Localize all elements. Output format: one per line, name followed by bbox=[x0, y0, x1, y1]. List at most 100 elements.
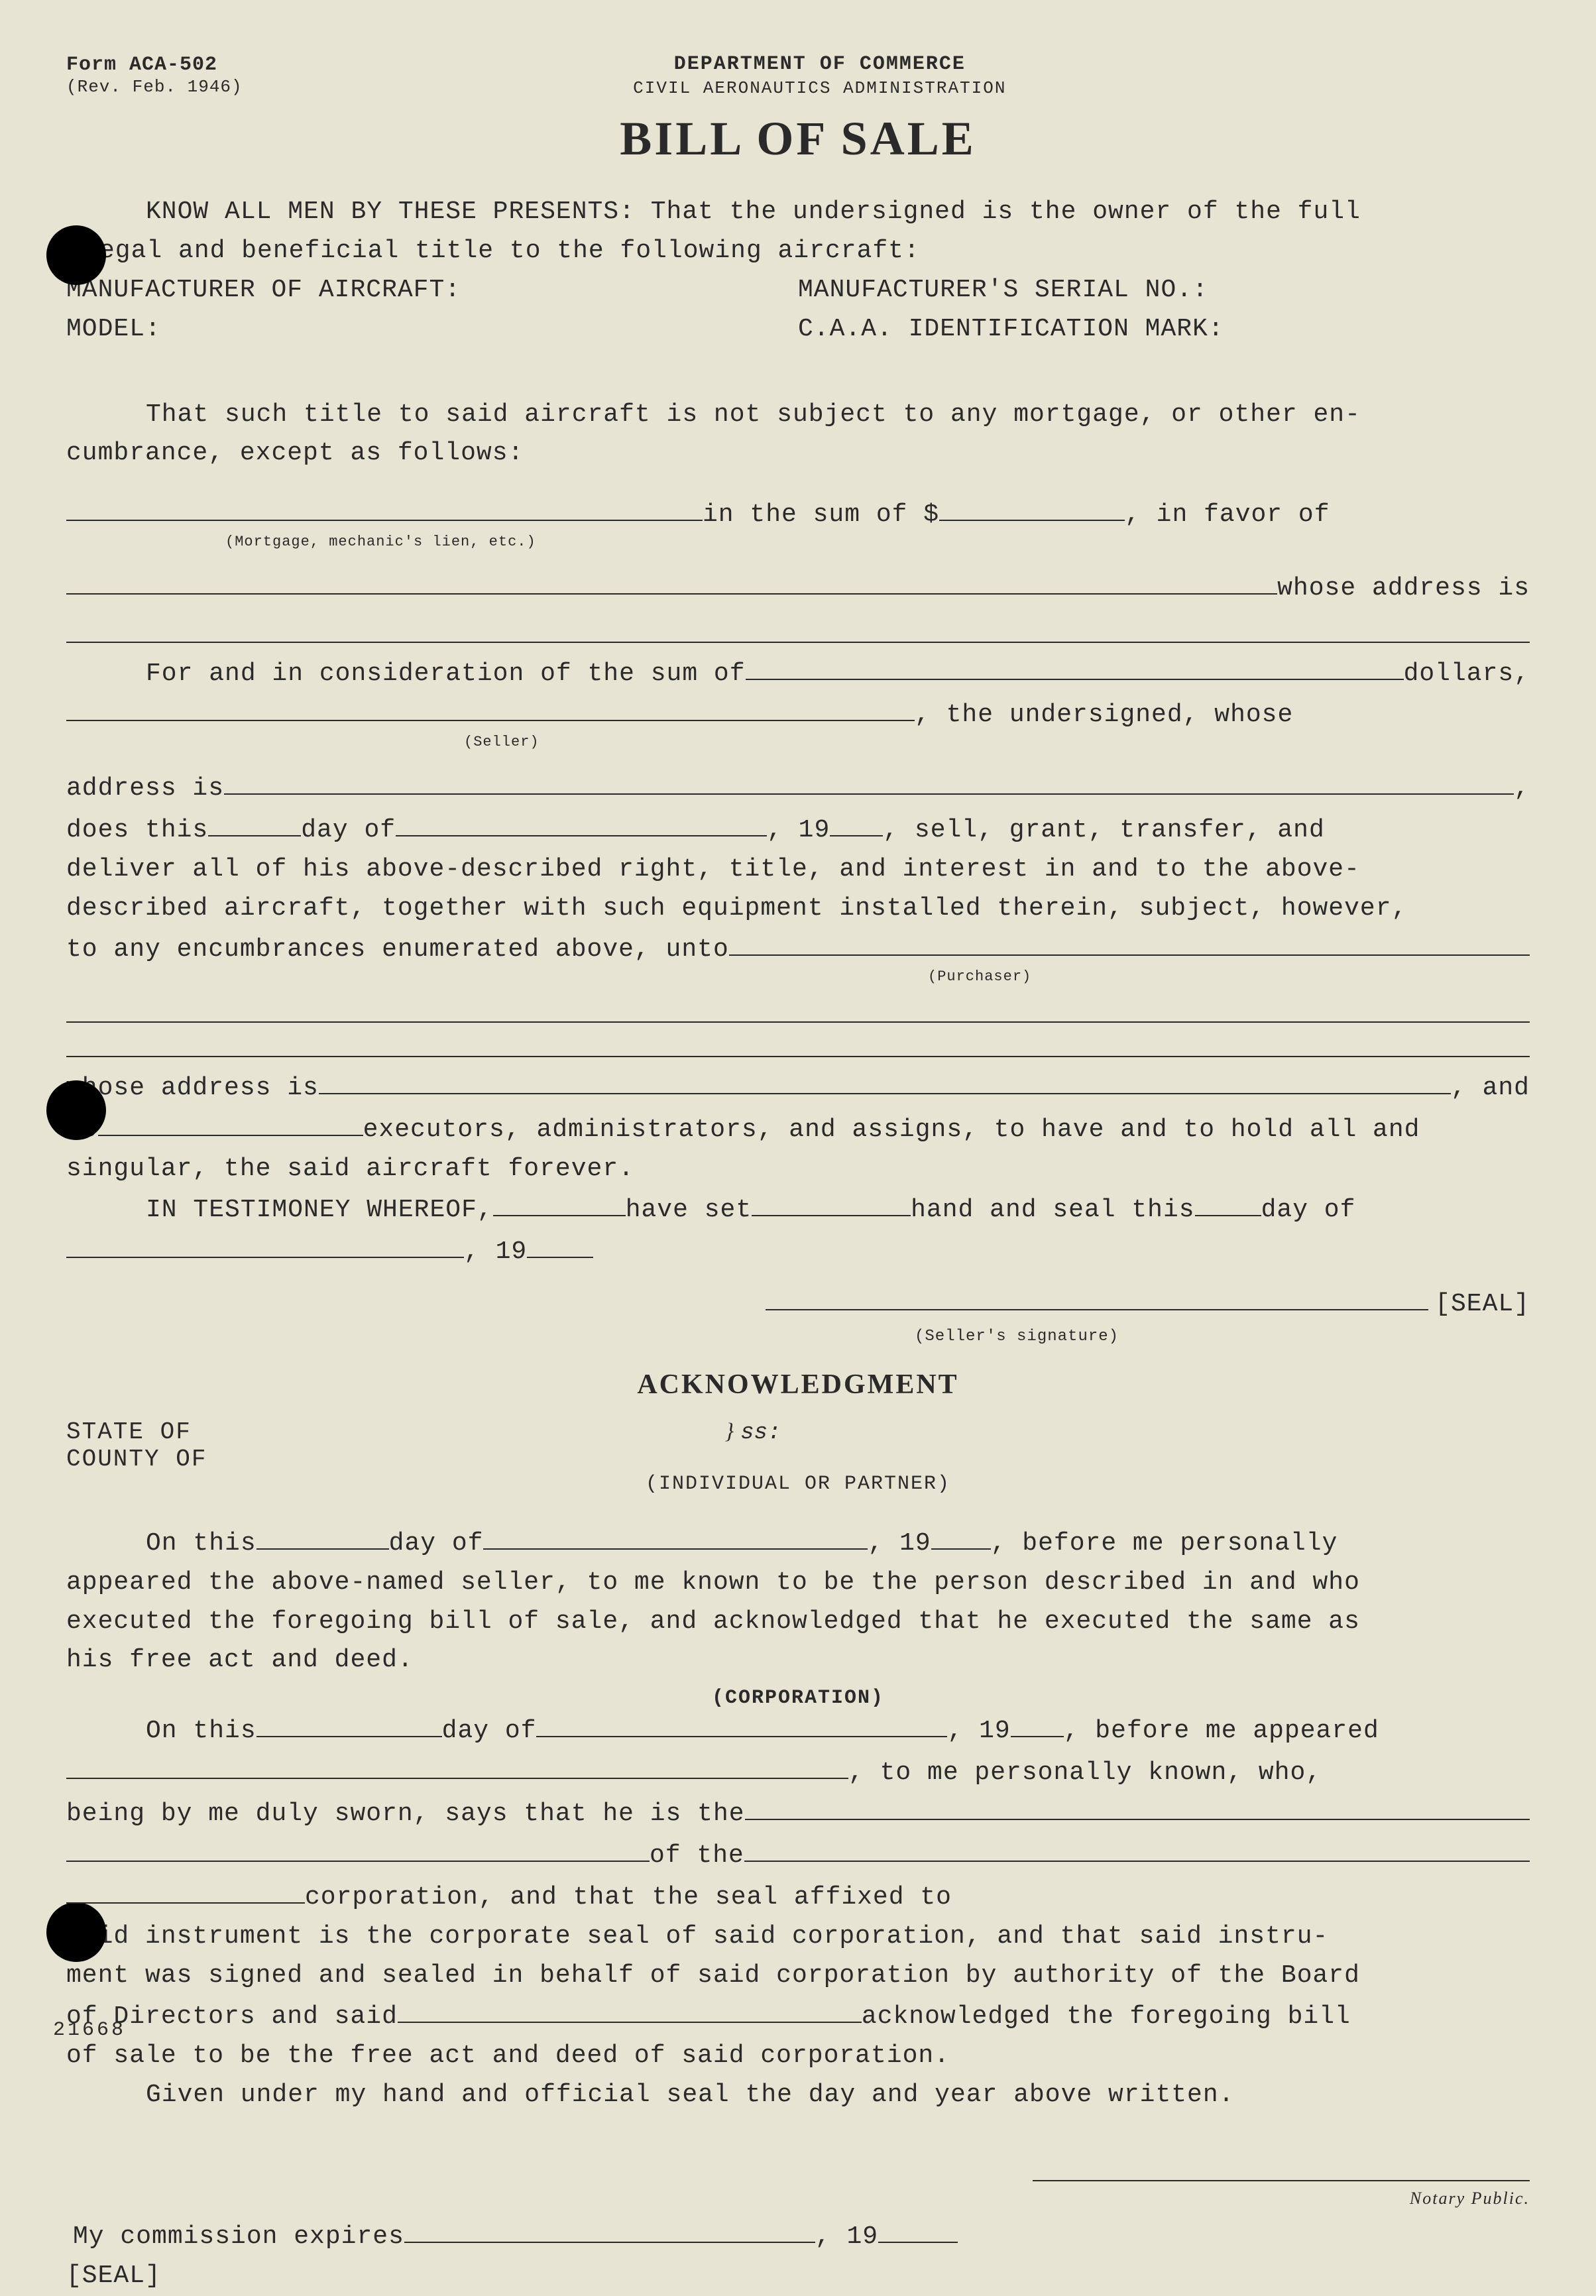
testimony-blank-1[interactable] bbox=[493, 1188, 626, 1216]
acknowledgment-block: ACKNOWLEDGMENT STATE OF COUNTY OF } ss: … bbox=[66, 1369, 1530, 2296]
ack-year-1: , 19 bbox=[868, 1524, 931, 1564]
document-title: BILL OF SALE bbox=[66, 111, 1530, 166]
state-of-label: STATE OF bbox=[66, 1418, 725, 1446]
corp-seal-text: corporation, and that the seal affixed t… bbox=[305, 1878, 952, 1918]
being-sworn-text: being by me duly sworn, says that he is … bbox=[66, 1795, 745, 1834]
corporation-label: (CORPORATION) bbox=[66, 1687, 1530, 1709]
seal-label-2: [SEAL] bbox=[66, 2257, 1530, 2296]
given-text: Given under my hand and official seal th… bbox=[66, 2076, 1530, 2115]
free-act-text: his free act and deed. bbox=[66, 1641, 1530, 1680]
dollars-text: dollars, bbox=[1404, 655, 1530, 694]
ack-month-blank-2[interactable] bbox=[536, 1709, 947, 1737]
directors-blank[interactable] bbox=[398, 1996, 862, 2024]
executed-text-1: executed the foregoing bill of sale, and… bbox=[66, 1603, 1530, 1642]
seller-signature-line[interactable] bbox=[766, 1285, 1428, 1310]
notary-signature-line[interactable] bbox=[1033, 2161, 1530, 2181]
address-is-text: address is bbox=[66, 770, 224, 809]
appeared-text-1: appeared the above-named seller, to me k… bbox=[66, 1564, 1530, 1603]
deliver-text: deliver all of his above-described right… bbox=[66, 850, 1530, 890]
on-this-2: On this bbox=[66, 1712, 256, 1751]
day-blank-1[interactable] bbox=[208, 809, 301, 836]
purchaser-line-1[interactable] bbox=[66, 998, 1530, 1023]
preamble-line2: egal and beneficial title to the followi… bbox=[66, 232, 1530, 271]
preamble-that: That the undersigned is the owner of the… bbox=[651, 198, 1361, 226]
seller-sig-label: (Seller's signature) bbox=[66, 1324, 1530, 1349]
of-sale-free-text: of sale to be the free act and deed of s… bbox=[66, 2037, 1530, 2076]
month-blank-1[interactable] bbox=[396, 809, 767, 836]
seller-address-blank[interactable] bbox=[224, 767, 1514, 795]
department-block: DEPARTMENT OF COMMERCE CIVIL AERONAUTICS… bbox=[110, 53, 1530, 98]
notary-public-label: Notary Public. bbox=[66, 2189, 1530, 2209]
purchaser-blank[interactable] bbox=[729, 928, 1530, 956]
favor-blank[interactable] bbox=[66, 567, 1277, 595]
sell-grant-text: , sell, grant, transfer, and bbox=[883, 811, 1325, 850]
month-blank-2[interactable] bbox=[66, 1230, 464, 1258]
manufacturer-label: MANUFACTURER OF AIRCRAFT: bbox=[66, 271, 798, 310]
said-instrument-text: said instrument is the corporate seal of… bbox=[66, 1918, 1530, 1957]
sum-blank[interactable] bbox=[939, 493, 1125, 521]
consideration-sum-blank[interactable] bbox=[746, 652, 1404, 680]
day-blank-2[interactable] bbox=[1195, 1188, 1261, 1216]
ack-day-blank-2[interactable] bbox=[256, 1709, 442, 1737]
personally-known-text: , to me personally known, who, bbox=[848, 1754, 1322, 1793]
ack-dayof-2: day of bbox=[442, 1712, 537, 1751]
commission-year-blank[interactable] bbox=[878, 2215, 958, 2243]
form-header: Form ACA-502 (Rev. Feb. 1946) DEPARTMENT… bbox=[66, 53, 1530, 98]
hole-punch-middle bbox=[46, 1080, 106, 1140]
hole-punch-top bbox=[46, 225, 106, 285]
purchaser-address-blank[interactable] bbox=[319, 1066, 1451, 1094]
to-blank[interactable] bbox=[98, 1108, 363, 1136]
address-blank-1[interactable] bbox=[66, 618, 1530, 643]
ack-year-blank-1[interactable] bbox=[931, 1522, 991, 1550]
encumbrance-intro1: That such title to said aircraft is not … bbox=[66, 396, 1530, 435]
officer-blank-2[interactable] bbox=[66, 1834, 650, 1862]
in-favor-text: , in favor of bbox=[1125, 496, 1330, 535]
ack-year-2: , 19 bbox=[947, 1712, 1010, 1751]
model-label: MODEL: bbox=[66, 310, 798, 349]
testimony-blank-2[interactable] bbox=[752, 1188, 911, 1216]
year-prefix-2: , 19 bbox=[464, 1233, 527, 1272]
executors-text: executors, administrators, and assigns, … bbox=[363, 1111, 1420, 1150]
described-text: described aircraft, together with such e… bbox=[66, 890, 1530, 929]
corp-blank-3[interactable] bbox=[66, 1876, 305, 1904]
day-of-2: day of bbox=[1261, 1191, 1356, 1230]
purchaser-line-2[interactable] bbox=[66, 1032, 1530, 1057]
seal-label-1: [SEAL] bbox=[1435, 1285, 1530, 1324]
ss-label: ss: bbox=[734, 1407, 781, 1446]
corp-blank-2[interactable] bbox=[744, 1834, 1530, 1862]
consideration-for: For and in consideration of the sum of bbox=[66, 655, 746, 694]
on-this-1: On this bbox=[66, 1524, 256, 1564]
year-prefix-1: , 19 bbox=[767, 811, 830, 850]
officer-title-blank[interactable] bbox=[745, 1793, 1530, 1821]
ack-month-blank-1[interactable] bbox=[483, 1522, 868, 1550]
before-appeared-text: , before me appeared bbox=[1064, 1712, 1379, 1751]
county-of-label: COUNTY OF bbox=[66, 1446, 725, 1473]
whose-address-text: whose address is bbox=[1277, 569, 1530, 608]
individual-partner-label: (INDIVIDUAL OR PARTNER) bbox=[66, 1473, 1530, 1495]
hand-seal-text: hand and seal this bbox=[911, 1191, 1194, 1230]
year-blank-1[interactable] bbox=[830, 809, 883, 836]
singular-text: singular, the said aircraft forever. bbox=[66, 1150, 1530, 1189]
encumbrance-intro2: cumbrance, except as follows: bbox=[66, 434, 1530, 473]
seller-sublabel: (Seller) bbox=[66, 731, 1530, 754]
undersigned-text: , the undersigned, whose bbox=[915, 696, 1293, 735]
caa-label: C.A.A. IDENTIFICATION MARK: bbox=[798, 310, 1224, 349]
hole-punch-bottom bbox=[46, 1902, 106, 1962]
corp-name-blank[interactable] bbox=[66, 1751, 848, 1779]
ack-dayof-1: day of bbox=[389, 1524, 484, 1564]
year-blank-2[interactable] bbox=[527, 1230, 593, 1258]
commission-blank[interactable] bbox=[404, 2215, 815, 2243]
ack-year-blank-2[interactable] bbox=[1011, 1709, 1064, 1737]
mortgage-blank[interactable] bbox=[66, 493, 703, 521]
serial-label: MANUFACTURER'S SERIAL NO.: bbox=[798, 271, 1208, 310]
and-text: , and bbox=[1451, 1069, 1530, 1108]
day-of-text-1: day of bbox=[301, 811, 396, 850]
seller-blank[interactable] bbox=[66, 694, 915, 722]
ack-day-blank-1[interactable] bbox=[256, 1522, 389, 1550]
testimony-text: IN TESTIMONEY WHEREOF, bbox=[66, 1191, 493, 1230]
administration-line: CIVIL AERONAUTICS ADMINISTRATION bbox=[110, 78, 1530, 98]
commission-text: My commission expires bbox=[66, 2218, 404, 2257]
before-me-text: , before me personally bbox=[991, 1524, 1338, 1564]
preamble-know: KNOW ALL MEN BY THESE PRESENTS: bbox=[146, 198, 651, 226]
consideration-block: For and in consideration of the sum of d… bbox=[66, 652, 1530, 1349]
